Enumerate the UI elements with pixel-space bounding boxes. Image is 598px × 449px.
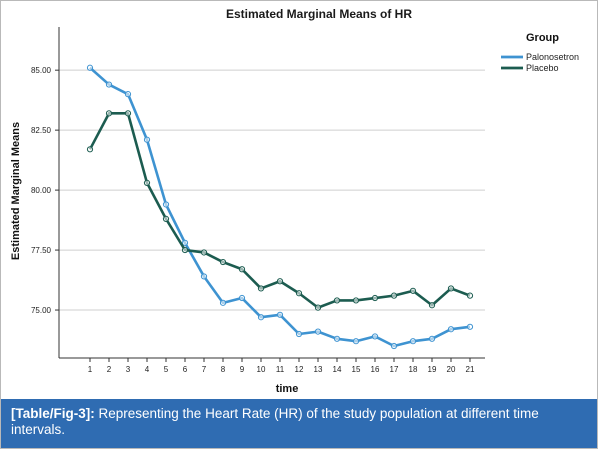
legend-label-palonosetron: Palonosetron [526, 52, 579, 62]
series-line-palonosetron [89, 66, 471, 348]
x-tick-labels: 1 2 3 4 5 6 7 8 9 10 11 12 13 14 15 16 17 18 19 20 21 [88, 358, 475, 374]
x-tick-label-1: 1 [88, 365, 93, 374]
x-tick-label-15: 15 [352, 365, 361, 374]
point-placebo-4 [143, 179, 151, 187]
point-palonosetron-5 [162, 201, 170, 208]
x-tick-label-12: 12 [295, 365, 304, 374]
chart-title: Estimated Marginal Means of HR [226, 7, 412, 21]
point-palonosetron-20 [447, 326, 455, 333]
point-placebo-20 [447, 285, 455, 292]
y-tick-label-1: 77.50 [31, 246, 52, 255]
y-tick-label-2: 80.00 [31, 186, 52, 195]
point-palonosetron-18 [409, 338, 417, 345]
point-palonosetron-13 [314, 328, 322, 335]
point-placebo-13 [314, 304, 322, 311]
y-axis-label: Estimated Marginal Means [10, 122, 22, 260]
point-placebo-6 [181, 246, 189, 254]
x-tick-label-21: 21 [466, 365, 475, 374]
y-tick-label-4: 85.00 [31, 66, 52, 75]
point-placebo-15 [352, 297, 360, 304]
point-palonosetron-14 [333, 335, 341, 342]
point-palonosetron-3 [124, 91, 132, 98]
x-tick-label-4: 4 [145, 365, 150, 374]
x-tick-label-19: 19 [428, 365, 437, 374]
point-placebo-2 [105, 110, 113, 117]
point-palonosetron-21 [466, 323, 474, 330]
point-placebo-9 [238, 266, 246, 273]
point-placebo-17 [390, 292, 398, 299]
x-tick-label-16: 16 [371, 365, 380, 374]
point-palonosetron-1 [86, 64, 94, 71]
point-placebo-5 [162, 215, 170, 222]
y-tick-label-0: 75.00 [31, 306, 52, 315]
x-tick-label-14: 14 [333, 365, 342, 374]
legend-label-placebo: Placebo [526, 63, 559, 73]
point-placebo-11 [276, 278, 284, 285]
point-placebo-21 [466, 292, 474, 299]
point-placebo-7 [200, 249, 208, 256]
point-palonosetron-8 [219, 299, 227, 306]
point-palonosetron-9 [238, 294, 246, 302]
x-tick-label-2: 2 [107, 365, 112, 374]
point-placebo-18 [409, 287, 417, 294]
point-palonosetron-10 [257, 314, 265, 321]
figure-caption: [Table/Fig-3]: Representing the Heart Ra… [1, 399, 597, 448]
x-tick-label-20: 20 [447, 365, 456, 374]
x-tick-label-10: 10 [257, 365, 266, 374]
point-placebo-16 [371, 294, 379, 302]
point-palonosetron-19 [428, 335, 436, 342]
point-placebo-10 [257, 285, 265, 292]
series-lines [86, 64, 474, 350]
x-axis-label: time [276, 383, 299, 395]
point-palonosetron-12 [295, 330, 303, 338]
x-tick-label-8: 8 [221, 365, 226, 374]
point-palonosetron-4 [143, 136, 151, 143]
x-tick-label-3: 3 [126, 365, 131, 374]
point-palonosetron-15 [352, 338, 360, 345]
x-tick-label-7: 7 [202, 365, 207, 374]
x-tick-label-11: 11 [276, 365, 285, 374]
x-tick-label-6: 6 [183, 365, 188, 374]
point-palonosetron-6 [181, 239, 189, 246]
legend-title: Group [526, 32, 559, 44]
point-placebo-8 [219, 258, 227, 266]
point-palonosetron-11 [276, 311, 284, 318]
x-tick-label-18: 18 [409, 365, 418, 374]
point-palonosetron-16 [371, 333, 379, 340]
point-placebo-1 [86, 146, 94, 153]
x-tick-label-17: 17 [390, 365, 399, 374]
x-tick-label-13: 13 [314, 365, 323, 374]
y-tick-labels: 75.00 77.50 80.00 82.50 85.00 [31, 66, 59, 315]
point-palonosetron-17 [390, 342, 398, 350]
point-palonosetron-7 [200, 273, 208, 280]
point-placebo-14 [333, 297, 341, 304]
point-placebo-19 [428, 302, 436, 309]
x-tick-label-9: 9 [240, 365, 245, 374]
point-placebo-12 [295, 290, 303, 297]
point-palonosetron-2 [105, 81, 113, 88]
y-tick-label-3: 82.50 [31, 126, 52, 135]
x-tick-label-5: 5 [164, 365, 169, 374]
gridlines [59, 69, 485, 311]
point-placebo-3 [124, 110, 132, 117]
caption-ref: [Table/Fig-3]: [11, 406, 95, 421]
caption-text: Representing the Heart Rate (HR) of the … [11, 406, 539, 437]
line-chart: Estimated Marginal Means of HR 75.00 77.5… [10, 7, 579, 395]
